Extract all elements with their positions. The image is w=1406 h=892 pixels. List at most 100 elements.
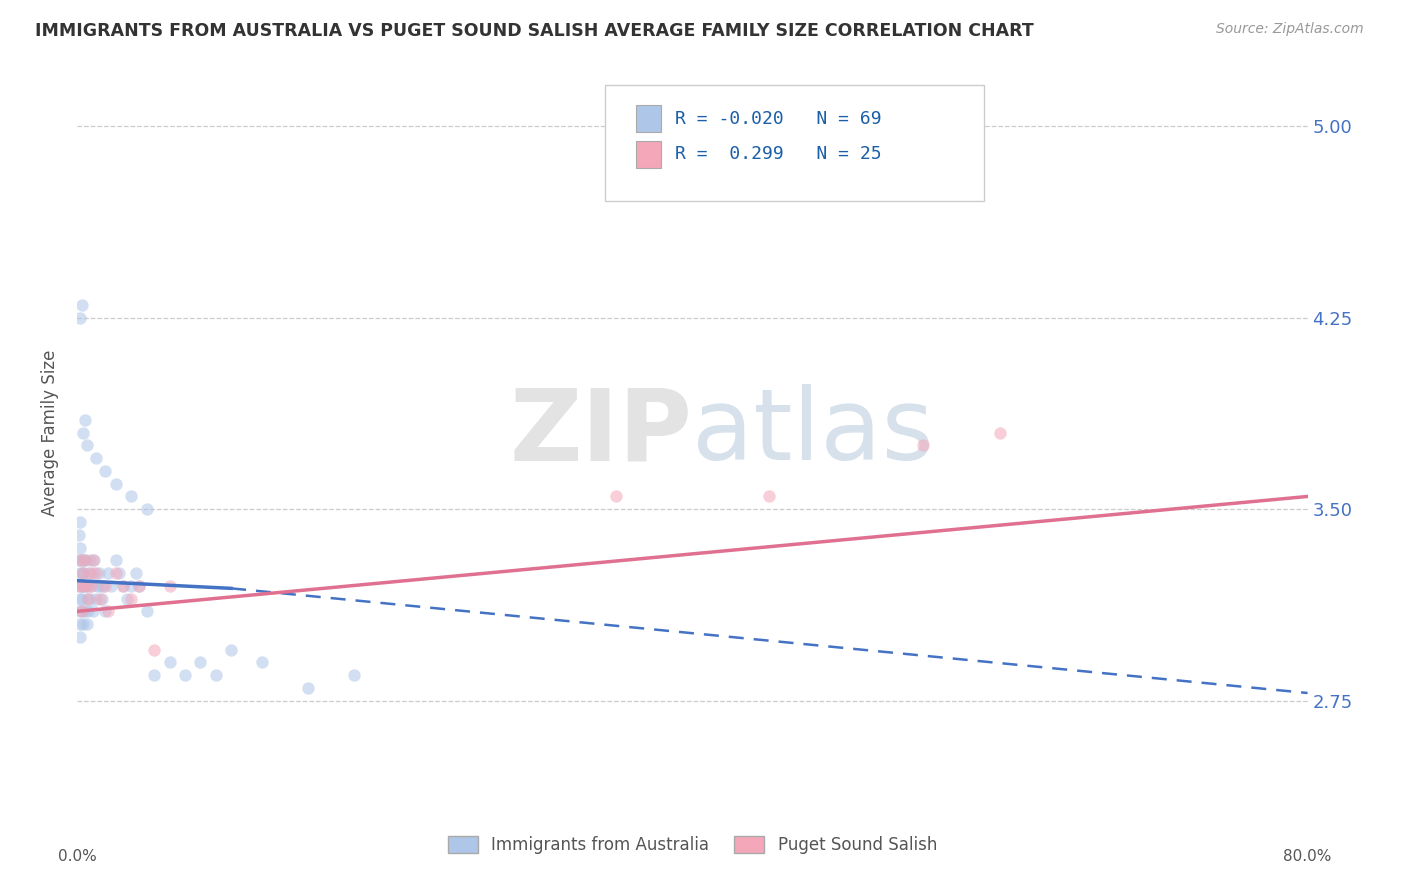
Point [77, 566, 100, 580]
Point [70, 604, 93, 618]
Point [82, 553, 104, 567]
Point [89, 591, 111, 606]
Point [79, 566, 101, 580]
Point [97, 566, 120, 580]
Point [120, 579, 142, 593]
Point [69, 553, 91, 567]
Y-axis label: Average Family Size: Average Family Size [41, 350, 59, 516]
Point [87, 566, 110, 580]
Point [188, 656, 212, 670]
Point [73, 604, 96, 618]
Point [90, 591, 114, 606]
Point [69, 566, 91, 580]
Point [82, 566, 104, 580]
Point [77, 604, 100, 618]
Point [135, 604, 157, 618]
Point [115, 591, 138, 606]
Point [80, 579, 103, 593]
Point [76, 438, 98, 452]
Point [70, 566, 93, 580]
Point [69, 630, 91, 644]
Point [108, 566, 131, 580]
Point [84, 591, 107, 606]
Point [67, 579, 90, 593]
Point [67, 553, 90, 567]
Text: R = -0.020   N = 69: R = -0.020 N = 69 [675, 110, 882, 128]
Point [297, 681, 319, 695]
Point [70, 553, 93, 567]
Point [79, 591, 101, 606]
Point [174, 668, 197, 682]
Point [204, 668, 226, 682]
Point [84, 566, 107, 580]
Point [143, 642, 166, 657]
Point [69, 541, 91, 555]
Point [120, 490, 142, 504]
Point [159, 579, 181, 593]
Point [250, 656, 273, 670]
Point [72, 566, 94, 580]
Point [76, 617, 98, 632]
Point [758, 490, 780, 504]
Point [135, 502, 157, 516]
Point [988, 425, 1011, 440]
Point [89, 579, 111, 593]
Point [912, 438, 935, 452]
Point [93, 579, 115, 593]
Point [70, 591, 93, 606]
Point [94, 464, 117, 478]
Point [73, 553, 96, 567]
Point [104, 566, 127, 580]
Point [120, 591, 142, 606]
Point [67, 527, 90, 541]
Text: IMMIGRANTS FROM AUSTRALIA VS PUGET SOUND SALISH AVERAGE FAMILY SIZE CORRELATION : IMMIGRANTS FROM AUSTRALIA VS PUGET SOUND… [35, 22, 1033, 40]
Point [73, 579, 96, 593]
Point [70, 298, 93, 312]
Point [70, 604, 93, 618]
Point [70, 579, 93, 593]
Point [125, 566, 148, 580]
Legend: Immigrants from Australia, Puget Sound Salish: Immigrants from Australia, Puget Sound S… [441, 830, 943, 861]
Point [112, 579, 135, 593]
Point [80, 579, 103, 593]
Point [67, 604, 90, 618]
Point [72, 579, 94, 593]
Point [605, 490, 627, 504]
Point [70, 579, 93, 593]
Text: 80.0%: 80.0% [1284, 849, 1331, 863]
Point [72, 566, 94, 580]
Point [83, 553, 105, 567]
Point [343, 668, 366, 682]
Point [143, 668, 166, 682]
Point [219, 642, 242, 657]
Point [94, 604, 117, 618]
Text: R =  0.299   N = 25: R = 0.299 N = 25 [675, 145, 882, 163]
Point [112, 579, 135, 593]
Point [76, 591, 98, 606]
Point [79, 553, 101, 567]
Point [67, 579, 90, 593]
Point [84, 451, 107, 466]
Point [72, 425, 94, 440]
Point [72, 553, 94, 567]
Text: ZIP: ZIP [509, 384, 693, 481]
Text: atlas: atlas [693, 384, 934, 481]
Point [69, 310, 91, 325]
Point [104, 476, 127, 491]
Point [73, 553, 96, 567]
Point [94, 579, 117, 593]
Point [128, 579, 150, 593]
Point [104, 553, 127, 567]
Text: 0.0%: 0.0% [58, 849, 97, 863]
Point [128, 579, 150, 593]
Point [76, 579, 98, 593]
Point [86, 579, 108, 593]
Point [72, 617, 94, 632]
Point [97, 604, 120, 618]
Point [82, 604, 104, 618]
Text: Source: ZipAtlas.com: Source: ZipAtlas.com [1216, 22, 1364, 37]
Point [69, 591, 91, 606]
Point [73, 413, 96, 427]
Point [159, 656, 181, 670]
Point [100, 579, 122, 593]
